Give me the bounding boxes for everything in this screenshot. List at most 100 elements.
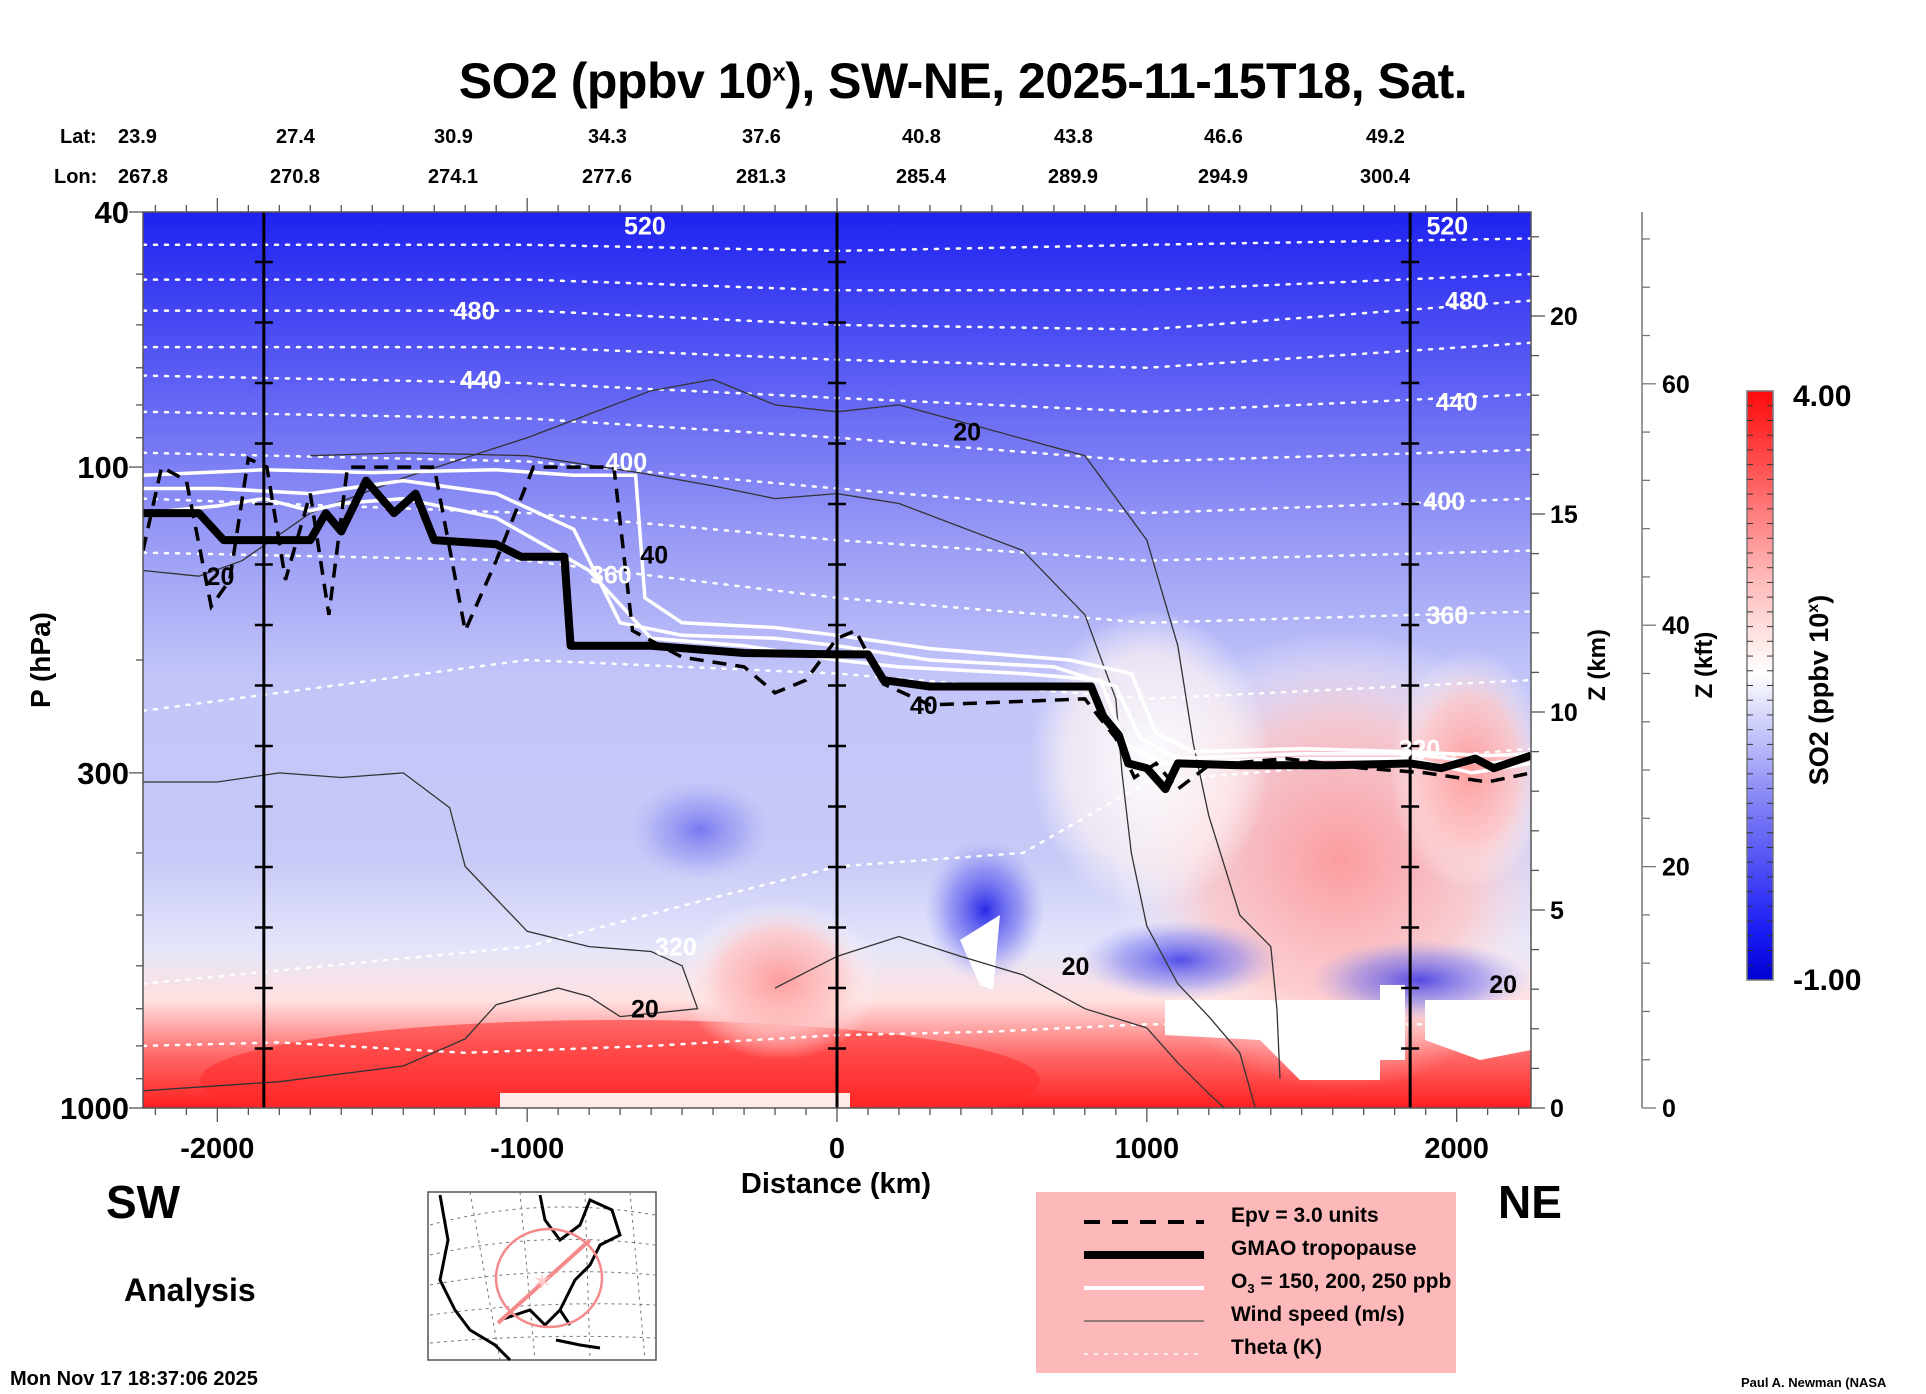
lat-value: 23.9 <box>118 126 157 148</box>
colorbar-min-label: -1.00 <box>1793 964 1861 997</box>
inset-map: ✶ <box>427 1191 657 1362</box>
tropopause-line <box>143 476 1531 794</box>
title-text: SO2 (ppbv 10 <box>458 53 773 109</box>
z-km-tick-label: 15 <box>1550 501 1578 529</box>
so2-missing-surface <box>500 1093 850 1108</box>
inset-map-graticule <box>429 1191 656 1361</box>
legend-label: Wind speed (m/s) <box>1231 1303 1405 1326</box>
x-tick-label: -1000 <box>490 1133 564 1165</box>
z-kft-tick-label: 40 <box>1662 612 1690 640</box>
lon-value: 274.1 <box>428 166 479 188</box>
colorbar-label-prefix: SO2 (ppbv 10 <box>1804 613 1834 786</box>
lon-value: 281.3 <box>736 166 787 188</box>
inset-map-center-star: ✶ <box>532 1269 552 1296</box>
inset-map-section-line <box>496 1238 592 1325</box>
theta-label: 360 <box>1426 602 1468 630</box>
wind-contour-20 <box>143 378 1281 1079</box>
colorbar-label: SO2 (ppbv 10x) <box>1804 595 1834 785</box>
legend-label: O3 = 150, 200, 250 ppb <box>1231 1270 1452 1297</box>
credit: Paul A. Newman (NASA <box>1741 1375 1887 1390</box>
title-text-suffix: ), SW-NE, 2025-11-15T18, Sat. <box>785 53 1468 109</box>
y-axis-label: P (hPa) <box>25 612 56 708</box>
direction-left-label: SW <box>106 1176 181 1228</box>
chart-title: SO2 (ppbv 10x), SW-NE, 2025-11-15T18, Sa… <box>0 52 1926 110</box>
so2-blue-patch <box>925 840 1045 980</box>
so2-blue-patch-3 <box>1080 920 1280 1000</box>
colorbar-ticks <box>1747 405 1773 966</box>
wind-contour-20 <box>774 935 1225 1108</box>
legend-label-subscript: 3 <box>1247 1281 1255 1297</box>
lon-value: 289.9 <box>1048 166 1099 188</box>
z-km-tick-label: 10 <box>1550 699 1578 727</box>
colorbar-max-label: 4.00 <box>1793 380 1851 413</box>
y-axis-pressure: 40 100 300 1000 <box>60 195 143 1126</box>
so2-plume-red <box>680 900 880 1060</box>
colorbar-label-close: ) <box>1804 595 1834 604</box>
lon-row-label: Lon: <box>54 166 98 188</box>
theta-label: 480 <box>454 298 496 326</box>
theta-label: 520 <box>624 213 666 241</box>
lat-row-label: Lat: <box>60 126 97 148</box>
lon-value: 294.9 <box>1198 166 1249 188</box>
wind-label: 20 <box>1062 953 1090 981</box>
lon-value: 285.4 <box>896 166 947 188</box>
lon-value: 277.6 <box>582 166 633 188</box>
legend-swatch-dashed <box>1084 1220 1204 1224</box>
z-kft-tick-label: 0 <box>1662 1095 1676 1123</box>
lat-value: 30.9 <box>434 126 473 148</box>
legend-label: GMAO tropopause <box>1231 1237 1417 1260</box>
mode-label: Analysis <box>124 1272 256 1308</box>
wind-label: 20 <box>953 418 981 446</box>
y-tick-label: 1000 <box>60 1091 129 1126</box>
theta-label: 520 <box>1426 213 1468 241</box>
wind-label: 20 <box>207 563 235 591</box>
x-tick-label: 2000 <box>1424 1133 1489 1165</box>
inset-map-range-circle <box>494 1227 604 1329</box>
vertical-markers <box>254 212 1420 1108</box>
wind-labels: 20 40 20 40 20 20 20 <box>207 418 1517 1023</box>
x-axis-label: Distance (km) <box>741 1168 931 1200</box>
z-kft-tick-label: 20 <box>1662 854 1690 882</box>
wind-label: 20 <box>631 996 659 1024</box>
theta-line-320 <box>143 747 1531 986</box>
x-tick-label: 0 <box>829 1133 845 1165</box>
theta-line-300 <box>143 1022 1531 1055</box>
so2-surface-red <box>200 1020 1040 1108</box>
lat-value: 34.3 <box>588 126 627 148</box>
so2-missing-region-2 <box>1425 1000 1531 1060</box>
z-km-axis-label: Z (km) <box>1584 629 1611 701</box>
wind-contour-20 <box>143 772 699 1092</box>
legend-label: Theta (K) <box>1231 1336 1322 1359</box>
legend-swatch-white <box>1084 1286 1204 1290</box>
direction-right-label: NE <box>1498 1176 1562 1228</box>
inset-map-coastline <box>438 1194 622 1362</box>
x-tick-label: -2000 <box>180 1133 254 1165</box>
wind-contour-40 <box>310 452 1256 1108</box>
lat-value: 49.2 <box>1366 126 1405 148</box>
x-tick-label: 1000 <box>1115 1133 1180 1165</box>
lat-value: 46.6 <box>1204 126 1243 148</box>
lon-value: 270.8 <box>270 166 321 188</box>
y-tick-label: 40 <box>95 195 129 230</box>
timestamp: Mon Nov 17 18:37:06 2025 <box>10 1368 258 1390</box>
lat-value: 27.4 <box>276 126 315 148</box>
legend-swatch-thick <box>1084 1251 1204 1259</box>
so2-missing-region <box>1165 985 1405 1080</box>
theta-label: 440 <box>460 366 502 394</box>
lat-value: 37.6 <box>742 126 781 148</box>
wind-label: 20 <box>1489 971 1517 999</box>
colorbar-label-text: SO2 (ppbv 10x) <box>1804 595 1834 785</box>
inset-map-islands <box>555 1338 601 1350</box>
theta-label: 440 <box>1436 388 1478 416</box>
theta-label: 400 <box>1423 488 1465 516</box>
y-axis-z-km: 0 5 10 15 20 <box>1531 236 1578 1123</box>
theta-label: 360 <box>590 561 632 589</box>
y-axis-z-kft: 0 20 40 60 <box>1641 212 1690 1123</box>
x-axis: -2000 -1000 0 1000 2000 <box>154 198 1520 1165</box>
y-tick-label: 300 <box>77 756 129 791</box>
legend-label: Epv = 3.0 units <box>1231 1204 1379 1227</box>
theta-label: 480 <box>1445 288 1487 316</box>
colorbar-label-sup: x <box>1805 604 1822 613</box>
lon-value: 267.8 <box>118 166 169 188</box>
